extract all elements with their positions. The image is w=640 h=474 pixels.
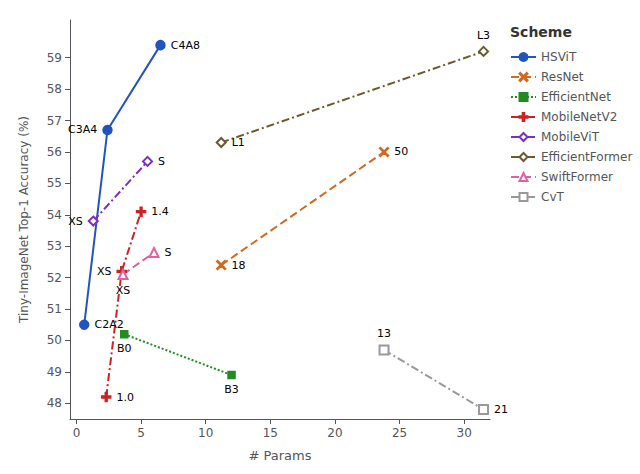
- svg-text:51: 51: [47, 302, 62, 316]
- svg-text:L1: L1: [232, 136, 245, 149]
- svg-text:ResNet: ResNet: [541, 70, 584, 84]
- svg-text:MobileNetV2: MobileNetV2: [541, 110, 617, 124]
- svg-text:C4A8: C4A8: [171, 39, 200, 52]
- svg-text:5: 5: [137, 426, 145, 440]
- svg-text:S: S: [165, 246, 172, 259]
- svg-text:XS: XS: [68, 215, 83, 228]
- svg-text:1.0: 1.0: [116, 391, 134, 404]
- svg-text:MobileViT: MobileViT: [541, 130, 600, 144]
- svg-text:13: 13: [377, 327, 391, 340]
- svg-text:57: 57: [47, 114, 62, 128]
- svg-text:58: 58: [47, 82, 62, 96]
- svg-text:15: 15: [263, 426, 278, 440]
- svg-text:XS: XS: [97, 265, 112, 278]
- svg-text:Scheme: Scheme: [510, 24, 572, 40]
- svg-text:18: 18: [231, 259, 245, 272]
- svg-text:B0: B0: [117, 342, 132, 355]
- svg-text:10: 10: [198, 426, 213, 440]
- svg-text:# Params: # Params: [249, 448, 312, 463]
- svg-text:55: 55: [47, 176, 62, 190]
- svg-text:L3: L3: [477, 29, 490, 42]
- svg-text:30: 30: [457, 426, 472, 440]
- svg-text:B3: B3: [224, 383, 239, 396]
- svg-text:1.4: 1.4: [151, 205, 169, 218]
- svg-text:52: 52: [47, 271, 62, 285]
- svg-text:EfficientFormer: EfficientFormer: [541, 150, 632, 164]
- svg-text:53: 53: [47, 239, 62, 253]
- svg-text:25: 25: [392, 426, 407, 440]
- svg-text:EfficientNet: EfficientNet: [541, 90, 611, 104]
- svg-text:C2A2: C2A2: [94, 318, 123, 331]
- svg-text:HSViT: HSViT: [541, 50, 577, 64]
- svg-text:Tiny-ImageNet Top-1 Accuracy (: Tiny-ImageNet Top-1 Accuracy (%): [17, 116, 31, 324]
- svg-text:CvT: CvT: [541, 190, 564, 204]
- svg-text:59: 59: [47, 51, 62, 65]
- svg-text:XS: XS: [116, 284, 131, 297]
- svg-text:49: 49: [47, 365, 62, 379]
- svg-text:S: S: [158, 155, 165, 168]
- svg-text:21: 21: [494, 403, 508, 416]
- svg-text:0: 0: [73, 426, 81, 440]
- svg-text:C3A4: C3A4: [68, 123, 97, 136]
- svg-text:SwiftFormer: SwiftFormer: [541, 170, 613, 184]
- svg-text:54: 54: [47, 208, 62, 222]
- svg-text:20: 20: [327, 426, 342, 440]
- svg-text:56: 56: [47, 145, 62, 159]
- svg-text:50: 50: [394, 145, 408, 158]
- svg-text:48: 48: [47, 396, 62, 410]
- svg-text:50: 50: [47, 333, 62, 347]
